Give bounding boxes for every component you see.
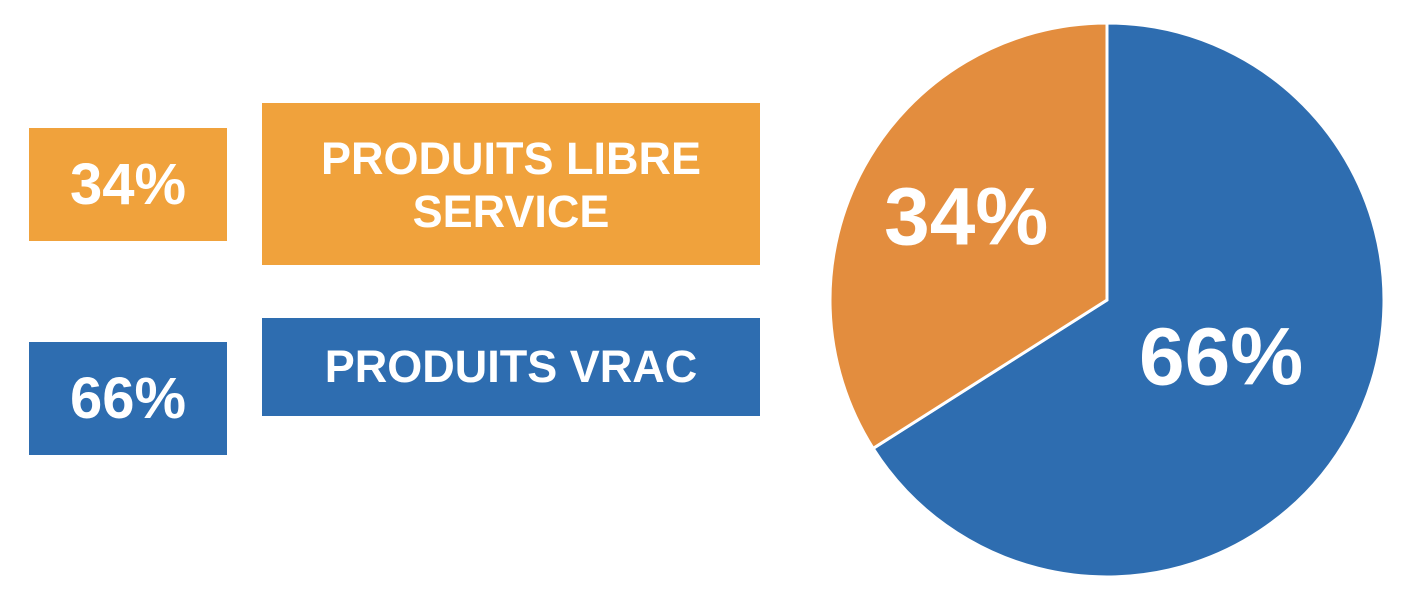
legend-percent-libre-service: 34% — [29, 128, 227, 241]
legend-label-libre-service: PRODUITS LIBRE SERVICE — [262, 103, 760, 265]
pie-slice-vrac — [871, 21, 1386, 579]
pie-slice-libre-service — [828, 21, 1109, 451]
legend-percent-vrac: 66% — [29, 342, 227, 455]
pie-data-label-vrac: 66% — [1139, 311, 1303, 402]
pie-data-label-libre-service: 34% — [884, 171, 1048, 262]
pie-chart: 66% 34% — [828, 21, 1386, 579]
legend-label-vrac: PRODUITS VRAC — [262, 318, 760, 416]
